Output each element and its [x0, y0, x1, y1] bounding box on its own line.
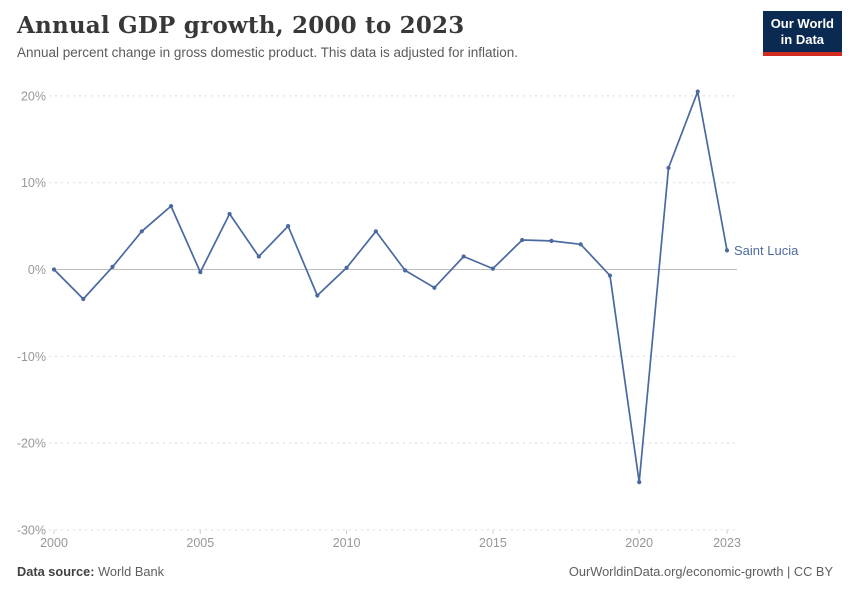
y-tick-label: -20%: [17, 437, 46, 451]
x-tick-label: 2010: [333, 536, 361, 550]
data-point[interactable]: [578, 242, 583, 247]
data-source-label: Data source:: [17, 564, 95, 579]
series-line[interactable]: [53, 90, 728, 484]
page-title: Annual GDP growth, 2000 to 2023: [17, 12, 465, 39]
credit-note: OurWorldinData.org/economic-growth | CC …: [569, 564, 833, 579]
x-tick-label: 2005: [186, 536, 214, 550]
data-point[interactable]: [637, 480, 642, 485]
data-point[interactable]: [168, 204, 174, 209]
data-point[interactable]: [549, 238, 554, 243]
data-point[interactable]: [461, 254, 466, 259]
data-point[interactable]: [695, 89, 700, 94]
y-tick-label: 20%: [21, 89, 46, 103]
data-point[interactable]: [227, 211, 232, 217]
data-source-note: Data source: World Bank: [17, 564, 164, 579]
data-point[interactable]: [315, 293, 320, 298]
credit-license: | CC BY: [783, 564, 833, 579]
y-tick-label: 0%: [28, 263, 46, 277]
data-point[interactable]: [198, 270, 203, 275]
data-point[interactable]: [344, 265, 349, 270]
owid-logo-line2: in Data: [780, 32, 825, 48]
x-tick-label: 2000: [40, 536, 68, 550]
data-source-value: World Bank: [94, 564, 164, 579]
data-point[interactable]: [81, 296, 86, 302]
x-tick-label: 2020: [625, 536, 653, 550]
y-tick-label: 10%: [21, 176, 46, 190]
data-point[interactable]: [607, 273, 613, 278]
credit-link[interactable]: OurWorldinData.org/economic-growth: [568, 564, 784, 579]
chart-header: Annual GDP growth, 2000 to 2023 Annual p…: [17, 12, 760, 60]
data-point[interactable]: [373, 229, 378, 234]
data-point[interactable]: [490, 266, 496, 271]
entity-label: Saint Lucia: [734, 243, 799, 258]
data-point[interactable]: [256, 254, 261, 259]
data-point[interactable]: [724, 248, 730, 253]
x-tick-label: 2015: [479, 536, 507, 550]
y-tick-label: -30%: [17, 523, 46, 537]
chart-subtitle: Annual percent change in gross domestic …: [17, 45, 519, 60]
data-point[interactable]: [520, 237, 525, 243]
data-point[interactable]: [403, 268, 408, 273]
data-point[interactable]: [666, 165, 671, 171]
x-tick-label: 2023: [713, 536, 741, 550]
owid-logo[interactable]: Our World in Data: [762, 11, 842, 56]
data-point[interactable]: [51, 267, 57, 272]
y-tick-label: -10%: [17, 350, 46, 364]
data-point[interactable]: [432, 285, 437, 290]
owid-logo-line1: Our World: [770, 16, 834, 31]
data-point[interactable]: [139, 229, 144, 234]
data-point[interactable]: [110, 264, 115, 269]
chart-footer: Data source: World Bank OurWorldinData.o…: [17, 564, 833, 579]
data-point[interactable]: [285, 224, 291, 229]
